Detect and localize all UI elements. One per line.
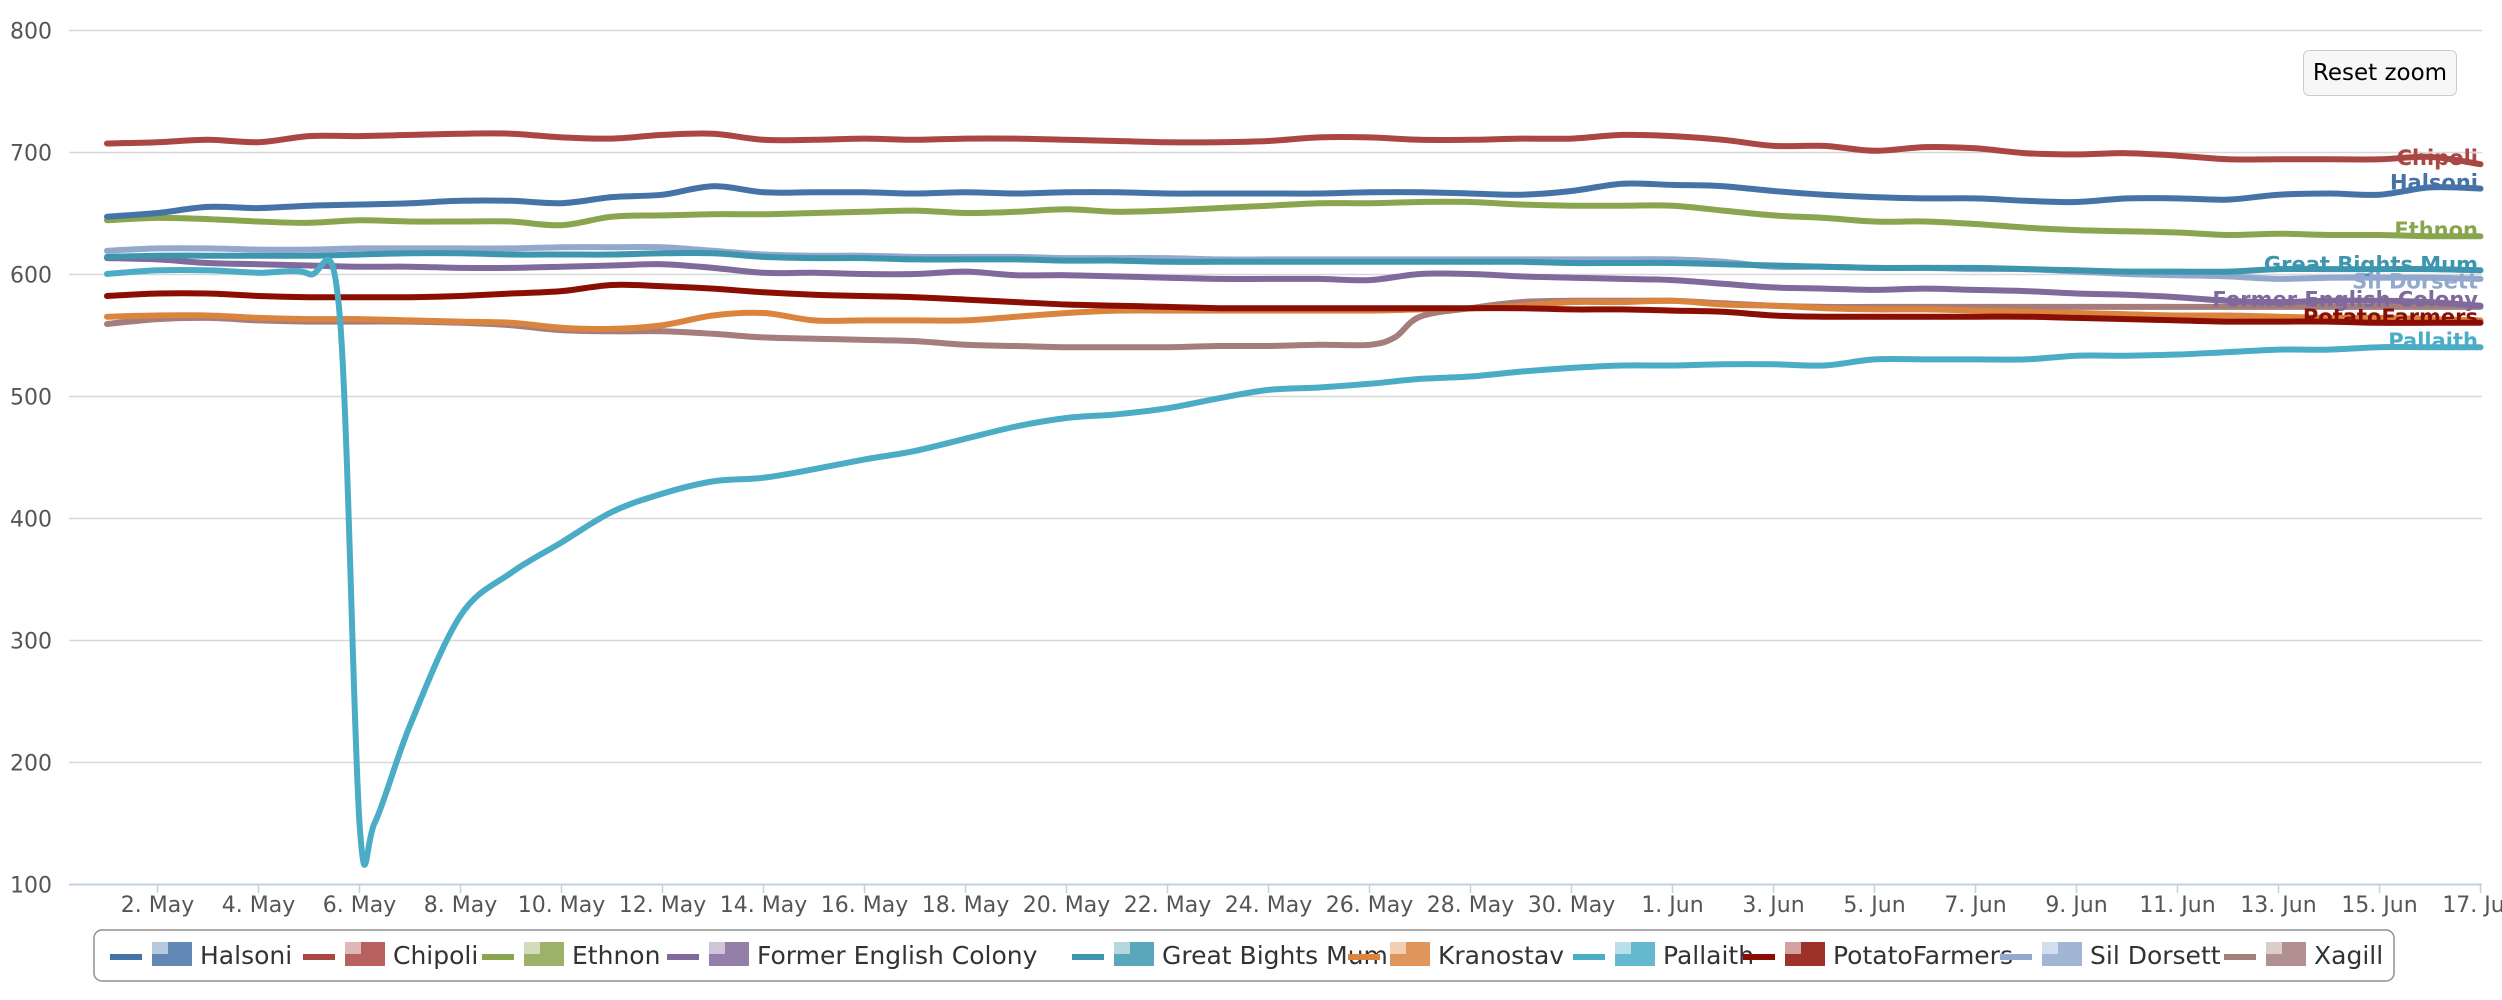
series-line-halsoni[interactable]: [104, 180, 2484, 220]
x-tick-label: 3. Jun: [1742, 893, 1804, 918]
legend-item-pallaith[interactable]: Pallaith: [1573, 941, 1754, 970]
x-tick-label: 11. Jun: [2139, 893, 2215, 918]
series-line-potatofarmers[interactable]: [104, 281, 2484, 326]
x-tick-label: 2. May: [121, 893, 194, 918]
x-tick-label: 16. May: [821, 893, 908, 918]
series-lines: [104, 130, 2484, 868]
legend-item-great-bights-mum[interactable]: Great Bights Mum: [1072, 941, 1388, 970]
flag-halsoni-icon: [152, 942, 192, 966]
legend-label: Former English Colony: [757, 941, 1038, 970]
x-tick-label: 8. May: [424, 893, 497, 918]
legend-item-chipoli[interactable]: Chipoli: [303, 941, 478, 970]
series-line-great-bights-mum[interactable]: [104, 249, 2484, 275]
legend-label: PotatoFarmers: [1833, 941, 2013, 970]
end-label-halsoni: Halsoni: [2390, 171, 2478, 195]
x-tick-label: 24. May: [1225, 893, 1312, 918]
x-tick-label: 28. May: [1427, 893, 1514, 918]
y-tick-label: 100: [10, 874, 52, 899]
end-label-former-english-colony: Former English Colony: [2212, 288, 2478, 312]
legend-label: Kranostav: [1438, 941, 1564, 970]
legend-label: Xagill: [2314, 941, 2383, 970]
series-line-ethnon[interactable]: [104, 198, 2484, 240]
y-tick-label: 600: [10, 264, 52, 289]
end-label-pallaith: Pallaith: [2388, 329, 2478, 353]
x-tick-label: 26. May: [1326, 893, 1413, 918]
x-tick-label: 20. May: [1023, 893, 1110, 918]
legend-item-potatofarmers[interactable]: PotatoFarmers: [1743, 941, 2013, 970]
y-tick-label: 300: [10, 630, 52, 655]
x-tick-label: 4. May: [222, 893, 295, 918]
legend-item-sil-dorsett[interactable]: Sil Dorsett: [2000, 941, 2221, 970]
flag-former-english-colony-icon: [709, 942, 749, 966]
y-tick-label: 500: [10, 386, 52, 411]
x-tick-label: 30. May: [1528, 893, 1615, 918]
legend: Halsoni Chipoli Ethnon Former English Colon…: [93, 929, 2395, 982]
x-tick-label: 18. May: [922, 893, 1009, 918]
x-tick-label: 13. Jun: [2240, 893, 2316, 918]
legend-item-ethnon[interactable]: Ethnon: [482, 941, 660, 970]
legend-item-kranostav[interactable]: Kranostav: [1348, 941, 1564, 970]
x-tick-label: 5. Jun: [1843, 893, 1905, 918]
y-axis-ticks: 100 200 300 400 500 600 700 800: [10, 20, 52, 899]
legend-label: Halsoni: [200, 941, 292, 970]
legend-label: Chipoli: [393, 941, 478, 970]
flag-chipoli-icon: [345, 942, 385, 966]
legend-item-xagill[interactable]: Xagill: [2224, 941, 2383, 970]
x-tick-label: 17. Jun: [2442, 893, 2502, 918]
x-tick-label: 10. May: [518, 893, 605, 918]
y-tick-label: 200: [10, 752, 52, 777]
x-axis-ticks: 2. May 4. May 6. May 8. May 10. May 12. May 14…: [121, 884, 2502, 918]
reset-zoom-button[interactable]: Reset zoom: [2303, 50, 2457, 96]
end-label-ethnon: Ethnon: [2394, 218, 2478, 242]
flag-ethnon-icon: [524, 942, 564, 966]
x-tick-label: 9. Jun: [2045, 893, 2107, 918]
legend-label: Pallaith: [1663, 941, 1754, 970]
flag-great-bights-mum-icon: [1114, 942, 1154, 966]
x-tick-label: 22. May: [1124, 893, 1211, 918]
x-tick-label: 12. May: [619, 893, 706, 918]
end-label-great-bights-mum: Great Bights Mum: [2264, 252, 2478, 276]
end-label-potatofarmers: PotatoFarmers: [2303, 305, 2478, 329]
y-tick-label: 800: [10, 20, 52, 45]
legend-label: Sil Dorsett: [2090, 941, 2221, 970]
y-tick-label: 700: [10, 142, 52, 167]
x-tick-label: 14. May: [720, 893, 807, 918]
flag-kranostav-icon: [1390, 942, 1430, 966]
end-label-sil-dorsett: Sil Dorsett: [2352, 269, 2478, 293]
y-grid: [69, 29, 2482, 764]
flag-potatofarmers-icon: [1785, 942, 1825, 966]
series-line-chipoli[interactable]: [104, 130, 2484, 168]
legend-item-halsoni[interactable]: Halsoni: [110, 941, 292, 970]
x-tick-label: 7. Jun: [1944, 893, 2006, 918]
series-line-pallaith[interactable]: [104, 256, 2484, 868]
flag-xagill-icon: [2266, 942, 2306, 966]
x-tick-label: 15. Jun: [2341, 893, 2417, 918]
x-tick-label: 6. May: [323, 893, 396, 918]
y-tick-label: 400: [10, 508, 52, 533]
x-tick-label: 1. Jun: [1641, 893, 1703, 918]
legend-label: Ethnon: [572, 941, 660, 970]
end-label-chipoli: Chipoli: [2397, 146, 2478, 170]
flag-pallaith-icon: [1615, 942, 1655, 966]
series-line-former-english-colony[interactable]: [104, 255, 2484, 309]
flag-sil-dorsett-icon: [2042, 942, 2082, 966]
legend-item-former-english-colony[interactable]: Former English Colony: [667, 941, 1038, 970]
